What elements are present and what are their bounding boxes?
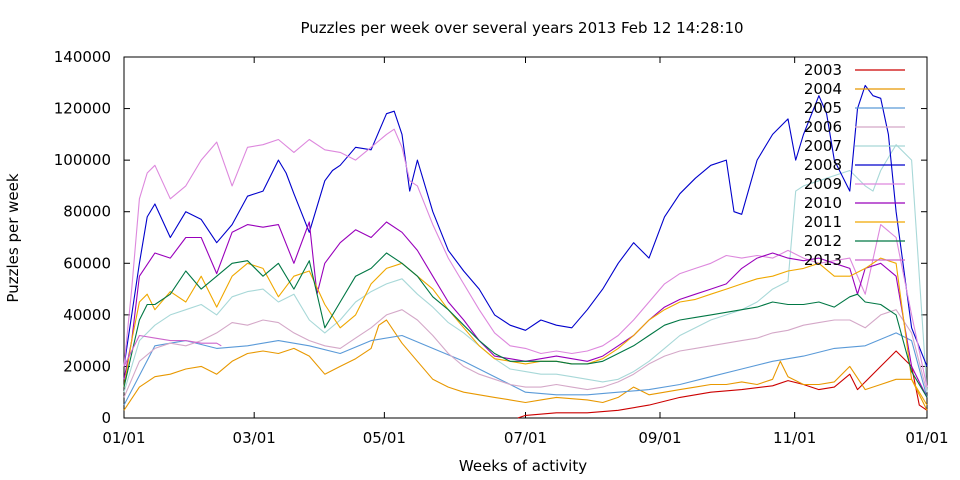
series-line-2004 <box>123 319 928 411</box>
x-axis-ticks: 01/01 03/01 05/01 07/01 09/01 11/01 01/01 <box>102 57 949 447</box>
x-axis-label: Weeks of activity <box>459 457 587 475</box>
legend-label-2008: 2008 <box>804 156 842 174</box>
legend-label-2004: 2004 <box>804 80 842 98</box>
series-line-2013 <box>123 334 222 367</box>
x-tick-label: 01/01 <box>102 429 145 447</box>
x-tick-label: 01/01 <box>905 429 948 447</box>
series-line-2011 <box>123 257 928 406</box>
legend-label-2009: 2009 <box>804 175 842 193</box>
y-tick-label: 80000 <box>63 203 111 221</box>
legend-label-2006: 2006 <box>804 118 842 136</box>
series-line-2008 <box>123 84 928 367</box>
x-tick-label: 11/01 <box>773 429 816 447</box>
y-tick-label: 0 <box>101 409 111 427</box>
legend-label-2012: 2012 <box>804 232 842 250</box>
legend-label-2007: 2007 <box>804 137 842 155</box>
y-tick-label: 20000 <box>63 357 111 375</box>
legend-label-2005: 2005 <box>804 99 842 117</box>
y-tick-label: 120000 <box>54 100 111 118</box>
series-line-2009 <box>123 128 928 388</box>
series-line-2010 <box>123 221 928 398</box>
x-tick-label: 03/01 <box>233 429 276 447</box>
y-tick-label: 60000 <box>63 254 111 272</box>
chart-title: Puzzles per week over several years 2013… <box>300 19 743 37</box>
legend-label-2011: 2011 <box>804 213 842 231</box>
legend-label-2010: 2010 <box>804 194 842 212</box>
series-line-2012 <box>123 252 928 398</box>
legend-label-2003: 2003 <box>804 61 842 79</box>
series-line-2007 <box>123 144 928 393</box>
x-tick-label: 07/01 <box>504 429 547 447</box>
y-tick-label: 140000 <box>54 48 111 66</box>
y-tick-label: 40000 <box>63 306 111 324</box>
series-line-2003 <box>517 350 928 419</box>
y-tick-label: 100000 <box>54 151 111 169</box>
x-tick-label: 09/01 <box>638 429 681 447</box>
x-tick-label: 05/01 <box>363 429 406 447</box>
y-axis-ticks: 0 20000 40000 60000 80000 100000 120000 140000 <box>54 48 927 427</box>
y-axis-label: Puzzles per week <box>4 173 22 302</box>
legend-label-2013: 2013 <box>804 251 842 269</box>
series-line-2006 <box>123 309 928 398</box>
series-line-2005 <box>123 332 928 406</box>
series-lines <box>123 84 928 419</box>
legend: 2003200420052006200720082009201020112012… <box>804 61 905 269</box>
